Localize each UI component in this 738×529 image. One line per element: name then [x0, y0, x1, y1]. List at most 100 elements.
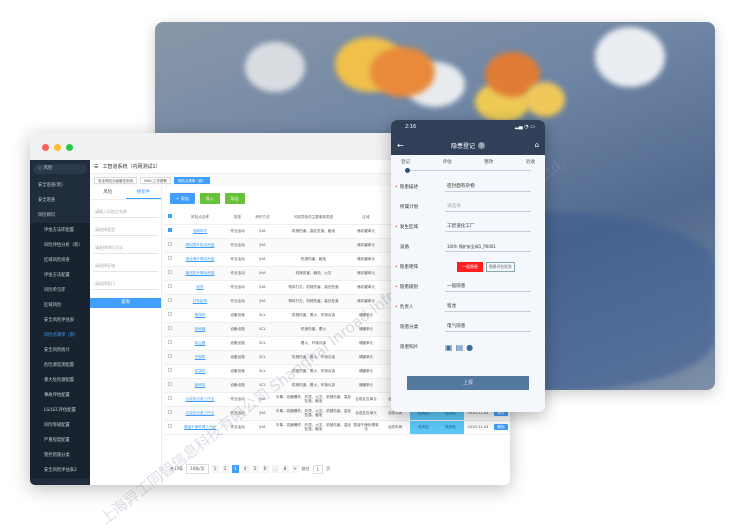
add-image-icon[interactable]: ▣ — [445, 342, 456, 352]
row-checkbox[interactable] — [165, 378, 175, 393]
sidebar-item[interactable]: 安全风险评估表2 — [30, 463, 90, 478]
risk-point-link[interactable]: 起吊 — [196, 284, 204, 289]
minimize-window-button[interactable] — [54, 144, 61, 151]
page-button[interactable]: 3 — [231, 465, 239, 473]
sidebar-item[interactable]: 安全巡查(新) — [38, 183, 63, 188]
page-button[interactable]: 6 — [261, 465, 269, 473]
sidebar-item[interactable]: 危险源监测配置 — [30, 358, 90, 373]
sidebar-item[interactable]: 重大危险源配置 — [30, 373, 90, 388]
sidebar-item[interactable]: 事故评估配置 — [30, 388, 90, 403]
row-checkbox[interactable] — [165, 350, 175, 365]
risk-point-link[interactable]: 合成反应釜工作业 — [185, 410, 215, 415]
table-cell: 储存罐单元 — [357, 298, 375, 303]
page-button[interactable]: 1 — [211, 465, 219, 473]
back-icon[interactable]: ← — [397, 140, 404, 150]
area-input[interactable]: 工智道化工厂 — [445, 222, 531, 232]
sidebar-item[interactable]: 区域风险 — [30, 298, 90, 313]
risk-point-link[interactable]: 合成反应釜工作业 — [185, 396, 215, 401]
sidebar-item[interactable]: 风险评估分析（新） — [30, 238, 90, 253]
tab-risk-system[interactable]: 安全风险分级管控系统 — [94, 176, 137, 184]
row-checkbox[interactable] — [165, 420, 175, 435]
sidebar-item[interactable]: 风险点清单（新） — [30, 328, 90, 343]
sidebar-item[interactable]: 安全风险评估表 — [30, 313, 90, 328]
risk-point-link[interactable]: 粉碎器 — [194, 326, 206, 331]
goto-page-input[interactable]: 1 — [312, 464, 324, 474]
page-button[interactable]: 2 — [221, 465, 229, 473]
row-checkbox[interactable] — [165, 322, 175, 337]
matrix-button[interactable]: 隐患评估矩阵 — [486, 262, 515, 272]
sidebar-item[interactable]: 风险辨识 — [38, 213, 56, 218]
level-select[interactable]: 一般隐患 — [445, 282, 531, 292]
tab-risk-list[interactable]: 风险点清单（新） — [173, 176, 210, 184]
risk-point-link[interactable]: 物料提升机及吊篮 — [185, 242, 215, 247]
description-input[interactable]: 密封面有杂物 — [445, 182, 531, 192]
risk-point-link[interactable]: 输送机升降及吊篮 — [185, 270, 215, 275]
category-select[interactable]: 电气隐患 — [445, 322, 531, 332]
close-window-button[interactable] — [42, 144, 49, 151]
risk-point-link[interactable]: 钢丝绳升降及吊篮 — [185, 256, 215, 261]
row-checkbox[interactable] — [165, 392, 175, 407]
sidebar-item[interactable]: 区域风险排查 — [30, 253, 90, 268]
row-checkbox[interactable] — [165, 406, 175, 421]
type-select[interactable]: 请选择类型 — [93, 224, 158, 236]
risk-point-link[interactable]: 破碎机 — [194, 382, 206, 387]
sidebar-item[interactable]: 风险等级配置 — [30, 418, 90, 433]
row-checkbox[interactable] — [165, 280, 175, 295]
method-select[interactable]: 请选择辨识方法 — [93, 242, 158, 254]
table-cell: 物体打击、机械伤害、高处坠落 — [288, 284, 339, 289]
help-icon[interactable]: ? — [478, 141, 485, 149]
sidebar-item[interactable]: 评估方法配置 — [30, 268, 90, 283]
page-button[interactable]: 8 — [281, 465, 289, 473]
page-size-select[interactable]: 10条/页 — [186, 464, 209, 474]
microphone-icon[interactable]: ● — [466, 342, 477, 352]
filter-tab-search[interactable]: 搜索件 — [125, 186, 161, 199]
sidebar-item[interactable]: 管控措施分类 — [30, 448, 90, 463]
risk-name-input[interactable]: 请输入风险点名称 — [93, 206, 158, 218]
maximize-window-button[interactable] — [66, 144, 73, 151]
risk-point-link[interactable]: 蒸馏干燥处理工作业 — [183, 424, 217, 429]
submit-button[interactable]: 上报 — [407, 376, 529, 390]
menu-icon[interactable]: ☰ — [94, 163, 99, 170]
sidebar-item[interactable]: 安全风险统计 — [30, 343, 90, 358]
row-checkbox[interactable] — [165, 336, 175, 351]
delete-button[interactable]: 删除 — [494, 423, 508, 431]
sidebar-item[interactable]: 评估方法库配置 — [30, 223, 90, 238]
sidebar-item[interactable]: LS/LEC评估配置 — [30, 403, 90, 418]
page-button[interactable]: 4 — [241, 465, 249, 473]
risk-point-link[interactable]: 滤袋机 — [194, 368, 206, 373]
filter-tab-risk[interactable]: 风险 — [103, 190, 113, 195]
sidebar-item[interactable]: 严重程度配置 — [30, 433, 90, 448]
page-button[interactable]: 5 — [251, 465, 259, 473]
delete-button[interactable]: 删除 — [494, 409, 508, 417]
row-checkbox[interactable] — [165, 238, 175, 253]
select-all-checkbox[interactable] — [165, 210, 175, 225]
page-button[interactable]: > — [291, 465, 299, 473]
row-checkbox[interactable] — [165, 308, 175, 323]
row-checkbox[interactable] — [165, 364, 175, 379]
row-checkbox[interactable] — [165, 294, 175, 309]
sidebar-item[interactable]: 安全巡查 — [38, 198, 56, 203]
tab-imac[interactable]: IMAC工作报警 — [140, 176, 171, 184]
query-button[interactable]: 查询 — [90, 298, 161, 308]
sidebar-item[interactable]: 风险单元库 — [30, 283, 90, 298]
risk-point-link[interactable]: 滚筒带车 — [192, 228, 208, 233]
risk-point-link[interactable]: 行车起吊 — [192, 298, 208, 303]
add-button[interactable]: + 添加 — [170, 193, 195, 204]
owner-input[interactable]: 程龙 — [445, 302, 531, 312]
import-button[interactable]: 导入 — [199, 193, 220, 204]
add-video-icon[interactable]: ▤ — [455, 342, 467, 352]
risk-point-link[interactable]: 切割机 — [194, 354, 206, 359]
sidebar-search-input[interactable]: ○ 风险 — [33, 164, 87, 174]
export-button[interactable]: 导出 — [224, 193, 245, 204]
risk-point-link[interactable]: 搅拌机 — [194, 312, 206, 317]
plan-select[interactable]: 请选择 — [445, 202, 531, 212]
row-checkbox[interactable] — [165, 224, 175, 239]
risk-point-link[interactable]: 除尘器 — [194, 340, 206, 345]
device-input[interactable]: 10t/h 锅炉安全阀1_P0001 — [445, 242, 531, 252]
area-select[interactable]: 请选择区域 — [93, 260, 158, 272]
home-icon[interactable]: ⌂ — [534, 141, 539, 149]
department-select[interactable]: 请选择部门 — [93, 278, 158, 290]
row-checkbox[interactable] — [165, 266, 175, 281]
row-checkbox[interactable] — [165, 252, 175, 267]
page-button[interactable]: ... — [271, 465, 279, 473]
